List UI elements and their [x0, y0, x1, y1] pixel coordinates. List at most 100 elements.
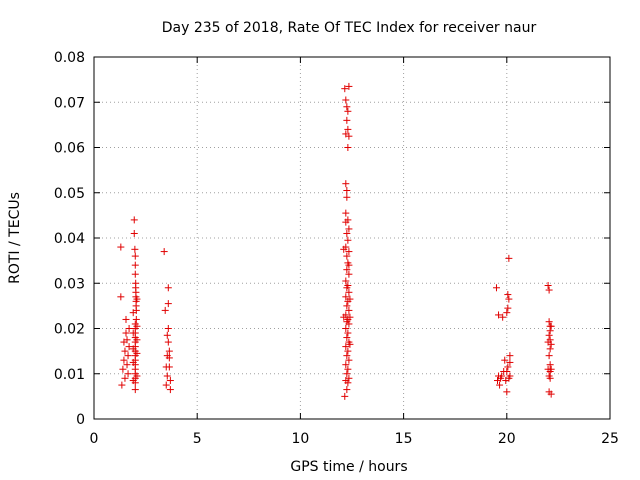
- data-point: [344, 125, 352, 133]
- y-tick-label: 0.03: [54, 276, 85, 292]
- data-point: [505, 254, 513, 262]
- data-point: [495, 372, 503, 380]
- data-point: [122, 329, 130, 337]
- data-point: [131, 270, 139, 278]
- data-point: [492, 284, 500, 292]
- data-point: [164, 325, 172, 332]
- data-point: [343, 284, 351, 292]
- data-point: [546, 361, 554, 369]
- data-point: [123, 361, 131, 369]
- data-point: [344, 144, 352, 151]
- y-tick-label: 0.08: [54, 50, 85, 66]
- data-point: [544, 282, 552, 290]
- data-point: [345, 306, 353, 314]
- y-tick-label: 0.06: [54, 141, 85, 157]
- data-point: [124, 370, 132, 378]
- x-tick-label: 0: [90, 431, 99, 447]
- data-point: [119, 365, 127, 373]
- data-point: [342, 325, 350, 332]
- data-point: [165, 363, 173, 371]
- data-point: [343, 266, 351, 274]
- chart-title: Day 235 of 2018, Rate Of TEC Index for r…: [162, 20, 537, 36]
- y-tick-label: 0.02: [54, 322, 85, 338]
- data-point: [133, 336, 141, 344]
- y-tick-label: 0: [76, 412, 85, 428]
- data-point: [122, 315, 130, 323]
- data-point: [343, 193, 351, 201]
- data-point: [506, 358, 514, 366]
- data-point: [503, 367, 511, 375]
- data-point: [164, 300, 172, 308]
- x-axis-label: GPS time / hours: [290, 459, 407, 475]
- data-point: [342, 180, 350, 188]
- data-point: [345, 82, 353, 90]
- data-point: [344, 379, 352, 387]
- data-point: [505, 295, 513, 303]
- data-point: [345, 320, 353, 328]
- data-point: [343, 116, 351, 124]
- grid-lines: [94, 57, 610, 419]
- data-point: [343, 334, 351, 342]
- data-point: [125, 343, 133, 351]
- data-point: [506, 372, 514, 380]
- data-point: [343, 386, 351, 394]
- data-point: [344, 329, 352, 337]
- x-tick-label: 25: [601, 431, 619, 447]
- data-point: [129, 345, 137, 353]
- data-point: [117, 243, 125, 251]
- data-point: [343, 370, 351, 378]
- data-point: [341, 85, 349, 93]
- data-point: [129, 377, 137, 385]
- data-point: [131, 245, 139, 253]
- data-point: [123, 336, 131, 344]
- data-point: [342, 96, 350, 104]
- data-point: [345, 248, 353, 256]
- y-tick-label: 0.07: [54, 95, 85, 111]
- data-point: [133, 372, 141, 380]
- data-point: [345, 356, 353, 364]
- x-tick-label: 5: [193, 431, 202, 447]
- data-point: [129, 309, 137, 317]
- data-point: [503, 388, 511, 396]
- data-point: [117, 293, 125, 301]
- data-point: [504, 363, 512, 371]
- data-point: [131, 261, 139, 269]
- data-point: [130, 229, 138, 237]
- x-tick-label: 20: [498, 431, 516, 447]
- data-point: [121, 374, 129, 382]
- data-point: [345, 288, 353, 296]
- data-point: [133, 349, 141, 357]
- data-point: [342, 293, 350, 301]
- data-point: [161, 306, 169, 314]
- data-point: [118, 381, 126, 389]
- y-tick-label: 0.04: [54, 231, 85, 247]
- data-point: [504, 291, 512, 299]
- data-point: [342, 130, 350, 138]
- data-point: [501, 356, 509, 364]
- data-point: [506, 352, 514, 360]
- y-tick-label: 0.01: [54, 367, 85, 383]
- data-point: [546, 327, 554, 335]
- data-point: [130, 216, 138, 224]
- data-point: [346, 295, 354, 303]
- data-point: [120, 356, 128, 364]
- y-axis-label: ROTI / TECUs: [7, 192, 23, 284]
- data-point: [162, 381, 170, 389]
- data-point: [342, 361, 350, 369]
- data-point: [495, 311, 503, 319]
- data-point: [345, 225, 353, 233]
- data-point: [124, 352, 132, 360]
- data-point: [546, 374, 554, 382]
- data-point: [164, 284, 172, 292]
- data-point: [121, 347, 129, 355]
- data-point: [131, 252, 139, 260]
- data-point: [547, 390, 555, 398]
- axis-ticks: [93, 56, 611, 420]
- data-point: [545, 286, 553, 294]
- data-point: [346, 313, 354, 321]
- y-tick-label: 0.05: [54, 186, 85, 202]
- data-point: [342, 218, 350, 226]
- data-point: [341, 392, 349, 400]
- data-point: [166, 377, 174, 385]
